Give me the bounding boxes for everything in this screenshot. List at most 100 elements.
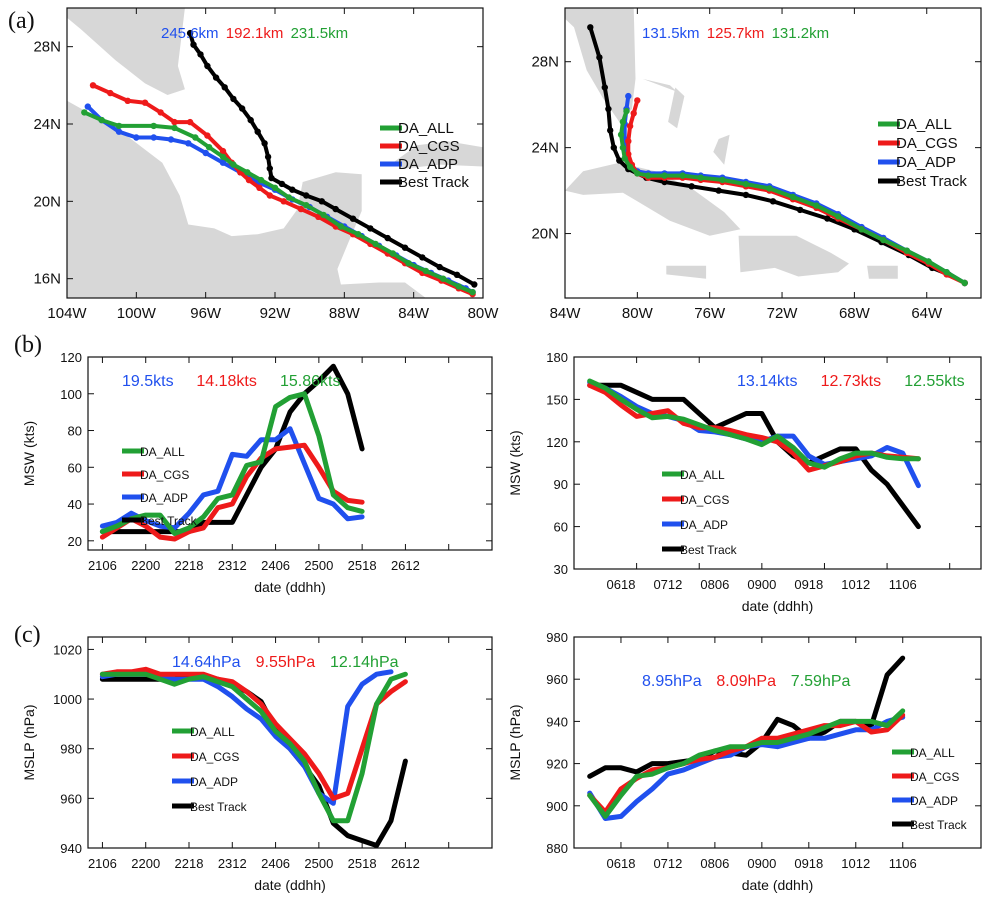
track-point	[202, 149, 209, 157]
y-tick-label: 1000	[53, 692, 82, 707]
error-annotation-da_all: 131.2km	[772, 25, 830, 42]
x-tick-label: 100W	[117, 305, 157, 322]
x-tick-label: 0806	[700, 856, 729, 871]
legend-label-best-track: Best Track	[896, 173, 967, 190]
x-tick-label: 0900	[747, 577, 776, 592]
legend-label-da_all: DA_ALL	[680, 468, 725, 482]
y-tick-label: 24N	[33, 116, 61, 133]
track-point	[84, 103, 92, 110]
y-tick-label: 960	[546, 672, 568, 687]
track-point	[715, 187, 722, 194]
error-annotation-da_all: 7.59hPa	[791, 673, 851, 690]
land-shape	[867, 265, 898, 279]
track-point	[634, 97, 641, 104]
track-point	[124, 97, 131, 105]
track-point	[297, 205, 305, 213]
track-point	[280, 198, 287, 205]
track-point	[230, 161, 237, 168]
x-tick-label: 2406	[261, 856, 290, 871]
track-point	[596, 54, 603, 61]
track-point	[679, 172, 686, 179]
legend-label-da_cgs: DA_CGS	[910, 770, 959, 784]
x-tick-label: 2200	[131, 856, 160, 871]
x-tick-label: 0918	[794, 577, 823, 592]
x-tick-label: 2406	[261, 558, 290, 573]
x-tick-label: 0712	[653, 856, 682, 871]
track-point	[266, 165, 273, 172]
track-point	[587, 24, 594, 31]
track-point	[742, 191, 750, 199]
x-tick-label: 2106	[88, 558, 117, 573]
series-line-da_all	[587, 378, 921, 470]
plot-area	[565, 8, 968, 287]
track-point	[405, 260, 412, 267]
x-tick-label: 84W	[550, 305, 582, 322]
land-shape	[738, 235, 849, 277]
plot-frame	[573, 356, 982, 570]
y-axis-label: MSW (kts)	[507, 430, 523, 495]
track-point	[625, 92, 632, 100]
track-point	[834, 213, 842, 220]
x-tick-label: 2612	[391, 558, 420, 573]
y-tick-label: 60	[554, 520, 568, 535]
error-annotation-da_cgs: 12.73kts	[821, 373, 881, 390]
y-tick-label: 900	[546, 799, 568, 814]
series-line-da_adp	[587, 714, 906, 821]
x-tick-label: 1106	[889, 856, 917, 871]
error-annotation-da_cgs: 192.1km	[226, 25, 284, 42]
track-point	[157, 109, 164, 116]
x-tick-label: 72W	[767, 305, 799, 322]
track-point	[616, 157, 623, 164]
legend-label-best-track: Best Track	[190, 800, 248, 814]
track-point	[630, 110, 637, 117]
track-point	[471, 281, 478, 288]
x-tick-label: 0900	[747, 856, 776, 871]
y-tick-label: 120	[60, 350, 82, 365]
chart-mslp-left: 2106 2200 2218 2312 2406 2500 2518 2612 940 960 98…	[21, 636, 493, 893]
track-point	[81, 109, 88, 116]
track-point	[697, 174, 704, 181]
x-tick-label: 0618	[607, 577, 636, 592]
track-point	[601, 84, 608, 91]
track-point	[230, 95, 237, 103]
track-point	[619, 118, 627, 126]
track-point	[626, 122, 634, 130]
legend-label-best-track: Best Track	[680, 543, 738, 557]
error-annotation-da_cgs: 9.55hPa	[256, 654, 316, 671]
y-tick-label: 980	[60, 742, 82, 757]
plot-area	[67, 8, 483, 298]
error-annotation-da_cgs: 8.09hPa	[716, 673, 776, 690]
track-point	[621, 155, 628, 162]
chart-msw-left: 2106 2200 2218 2312 2406 2500 2518 2612 20 40 60 80…	[21, 350, 493, 595]
x-tick-label: 0618	[607, 856, 636, 871]
land-shape	[67, 8, 185, 95]
x-tick-label: 2518	[348, 856, 377, 871]
y-axis-label: MSLP (hPa)	[21, 705, 37, 781]
track-point	[115, 128, 123, 135]
track-point	[824, 215, 831, 222]
land-shape	[668, 87, 685, 129]
x-axis-label: date (ddhh)	[742, 877, 814, 893]
track-point	[261, 140, 268, 147]
track-point	[238, 105, 246, 112]
legend-label-da_all: DA_ALL	[896, 116, 952, 133]
track-point	[190, 41, 197, 48]
x-tick-label: 2500	[304, 856, 333, 871]
track-point	[925, 258, 932, 265]
x-tick-label: 96W	[190, 305, 222, 322]
track-point	[769, 198, 777, 205]
track-point	[89, 82, 97, 89]
track-point	[453, 271, 461, 278]
track-point	[719, 176, 726, 184]
track-point	[186, 29, 194, 37]
error-annotation-da_cgs: 125.7km	[707, 25, 765, 42]
track-point	[355, 231, 362, 238]
x-tick-label: 0806	[700, 577, 729, 592]
y-tick-label: 40	[68, 497, 82, 512]
track-point	[401, 244, 409, 251]
y-tick-label: 28N	[531, 54, 559, 71]
legend-label-da_all: DA_ALL	[398, 120, 454, 137]
track-point	[107, 89, 114, 97]
plot-area	[587, 655, 906, 821]
panel-label-b: (b)	[14, 332, 42, 358]
